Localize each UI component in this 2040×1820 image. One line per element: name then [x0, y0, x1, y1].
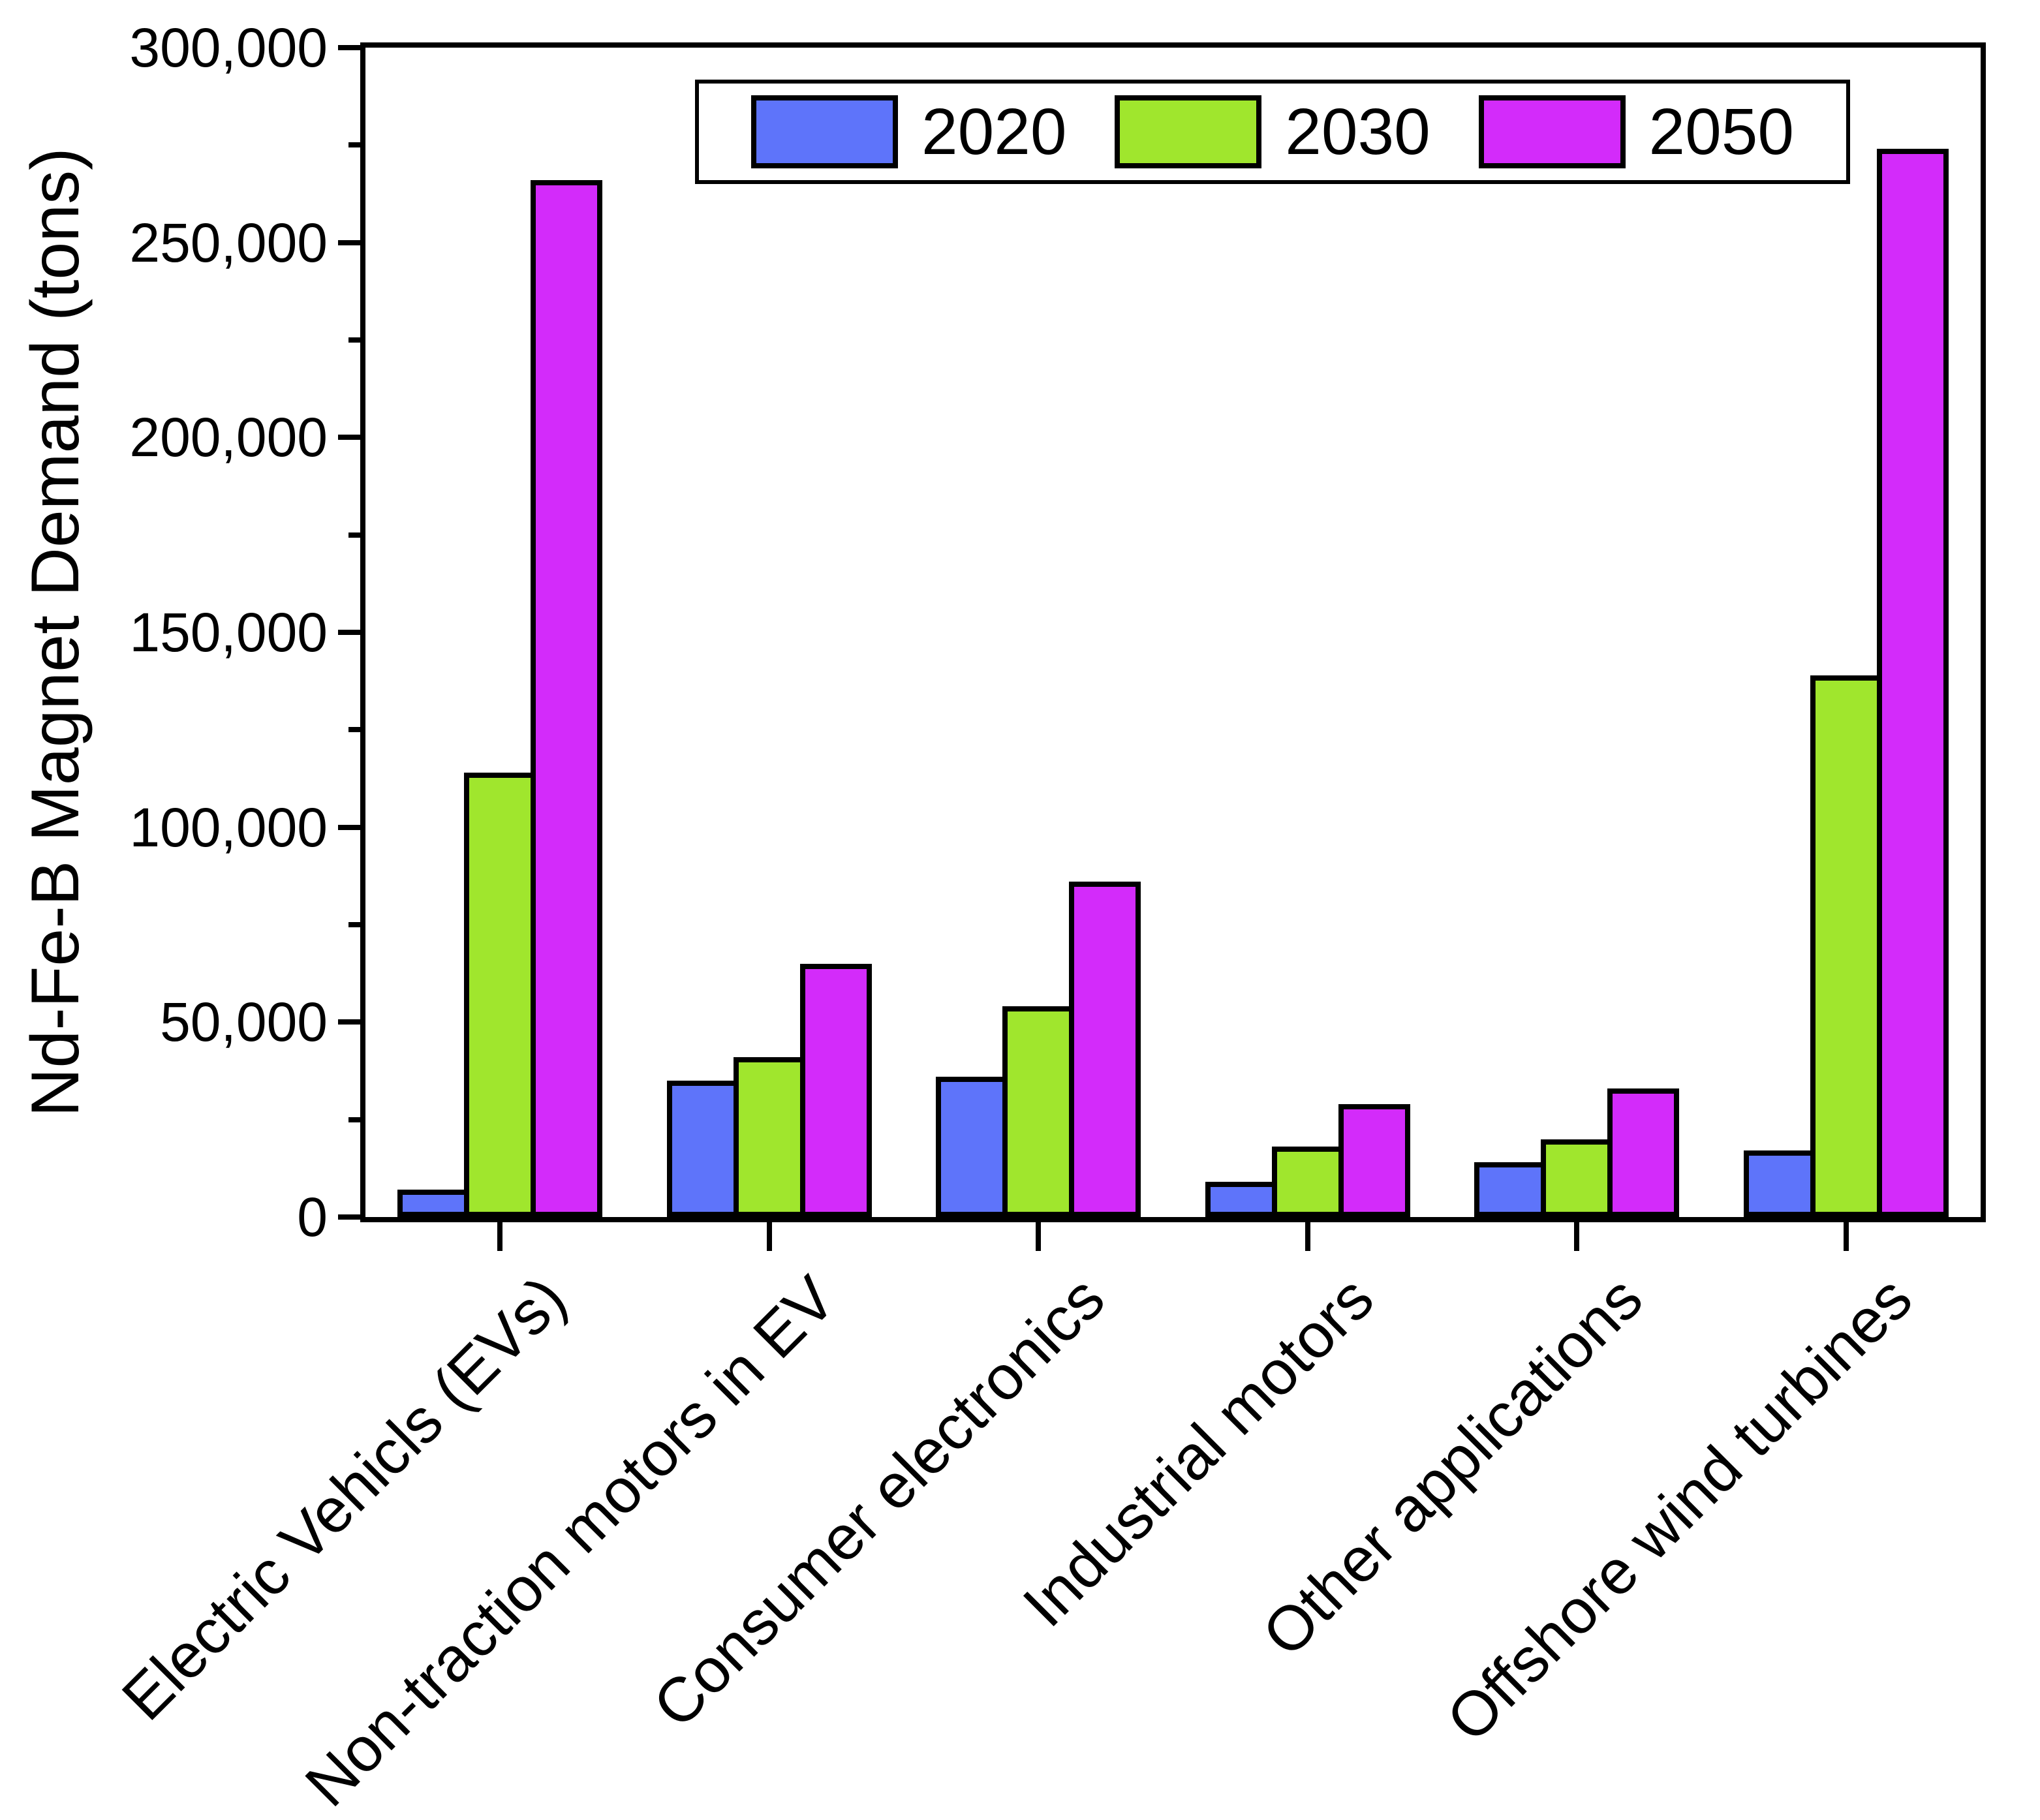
- bar-2050-4: [1338, 1104, 1410, 1217]
- y-major-tick-150000: [338, 630, 365, 635]
- bar-2050-3: [1069, 882, 1141, 1217]
- legend-swatch-2050: [1478, 95, 1626, 168]
- bar-2050-5: [1607, 1088, 1679, 1217]
- legend-label-2050: 2050: [1648, 95, 1794, 168]
- bar-2030-1: [464, 773, 536, 1217]
- x-tick-label-1: Electric Vehicls (EVs): [108, 1263, 580, 1734]
- y-minor-tick-125000: [348, 727, 365, 732]
- y-major-tick-200000: [338, 435, 365, 440]
- y-minor-tick-275000: [348, 142, 365, 147]
- y-tick-label-0: 0: [297, 1186, 328, 1248]
- bar-2050-6: [1877, 149, 1949, 1217]
- bar-2030-4: [1272, 1147, 1344, 1217]
- y-minor-tick-175000: [348, 532, 365, 538]
- bar-2050-2: [800, 964, 872, 1217]
- y-tick-label-300000: 300,000: [129, 17, 328, 78]
- bar-2020-3: [936, 1077, 1008, 1217]
- y-tick-label-100000: 100,000: [129, 797, 328, 858]
- y-major-tick-300000: [338, 45, 365, 50]
- bar-chart-figure: Nd-Fe-B Magnet Demand (tons) 0 50,000 100,…: [18, 17, 1986, 1820]
- x-tick-3: [1036, 1217, 1041, 1251]
- x-tick-label-3: Consumer electronics: [640, 1263, 1118, 1741]
- y-major-tick-50000: [338, 1019, 365, 1025]
- legend-swatch-2030: [1115, 95, 1262, 168]
- bar-2030-5: [1541, 1139, 1613, 1217]
- bar-2020-1: [397, 1190, 469, 1217]
- bar-2020-5: [1474, 1162, 1546, 1217]
- bar-2020-4: [1205, 1182, 1277, 1217]
- legend-item-2050: 2050: [1478, 95, 1794, 168]
- x-tick-1: [497, 1217, 502, 1251]
- legend-swatch-2020: [751, 95, 898, 168]
- legend-item-2020: 2020: [751, 95, 1066, 168]
- bar-2030-6: [1810, 675, 1882, 1217]
- legend-label-2030: 2030: [1285, 95, 1430, 168]
- x-tick-label-6: Offshore wind turbines: [1433, 1263, 1926, 1755]
- y-tick-label-50000: 50,000: [160, 991, 328, 1053]
- y-major-tick-100000: [338, 825, 365, 830]
- plot-area: 2020 2030 2050: [338, 42, 1986, 1251]
- y-tick-label-150000: 150,000: [129, 602, 328, 663]
- bar-2030-3: [1002, 1006, 1074, 1217]
- x-tick-5: [1574, 1217, 1579, 1251]
- y-major-tick-0: [338, 1214, 365, 1220]
- legend-item-2030: 2030: [1115, 95, 1430, 168]
- bar-2020-6: [1744, 1150, 1816, 1217]
- bar-2050-1: [531, 180, 602, 1217]
- y-tick-label-250000: 250,000: [129, 212, 328, 273]
- y-major-tick-250000: [338, 240, 365, 245]
- y-tick-label-200000: 200,000: [129, 407, 328, 468]
- bar-2030-2: [734, 1057, 805, 1217]
- y-minor-tick-225000: [348, 337, 365, 343]
- x-tick-6: [1844, 1217, 1849, 1251]
- x-tick-label-2: Non-traction motors in EV: [292, 1263, 849, 1820]
- y-minor-tick-75000: [348, 922, 365, 927]
- x-tick-4: [1305, 1217, 1310, 1251]
- legend-label-2020: 2020: [921, 95, 1067, 168]
- bar-2020-2: [667, 1081, 739, 1217]
- x-tick-2: [767, 1217, 772, 1251]
- legend: 2020 2030 2050: [695, 80, 1850, 184]
- y-minor-tick-25000: [348, 1117, 365, 1122]
